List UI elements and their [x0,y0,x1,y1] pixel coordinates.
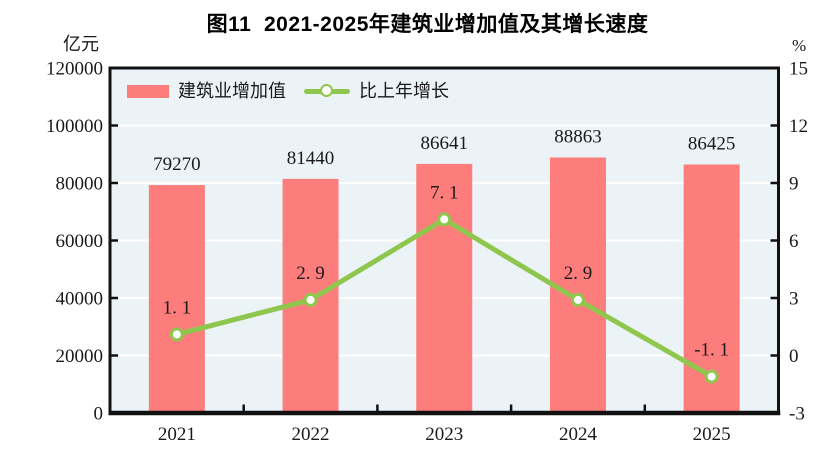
left-tick-label-60000: 60000 [56,231,104,252]
right-tick-label-3: 3 [789,289,799,310]
chart-title: 图11 2021-2025年建筑业增加值及其增长速度 [206,13,649,36]
bar-2024 [549,157,606,413]
line-marker-2025 [704,369,719,384]
legend-line-marker-icon [304,84,350,99]
growth-value-label-2022: 2. 9 [296,263,325,284]
x-tick-label-2021: 2021 [158,424,196,445]
line-marker-2022 [303,292,318,307]
x-tick-label-2024: 2024 [559,424,598,445]
x-tick-label-2022: 2022 [292,424,330,445]
legend-bar-label: 建筑业增加值 [178,81,286,101]
left-tick-label-100000: 100000 [46,116,103,137]
bar-value-label-2023: 86641 [421,133,469,154]
legend-line-dot [320,84,333,97]
right-tick-label-9: 9 [789,174,799,195]
bar-value-label-2021: 79270 [153,154,201,175]
right-tick-label--3: -3 [789,404,805,425]
line-marker-2021 [169,327,184,342]
growth-value-label-2025: -1. 1 [694,340,729,361]
right-tick-label-6: 6 [789,231,799,252]
bar-value-label-2025: 86425 [688,134,736,155]
left-axis-unit-label: 亿元 [63,34,99,54]
x-tick-label-2025: 2025 [693,424,731,445]
x-tick-label-2023: 2023 [425,424,463,445]
left-tick-label-80000: 80000 [56,174,104,195]
line-marker-2024 [570,292,585,307]
legend-bar-swatch-icon [127,84,169,98]
right-tick-label-15: 15 [789,59,808,80]
left-tick-label-0: 0 [94,404,104,425]
growth-value-label-2024: 2. 9 [564,263,593,284]
bar-2023 [416,163,473,413]
growth-value-label-2023: 7. 1 [430,182,459,203]
right-tick-label-12: 12 [789,116,808,137]
bar-2021 [148,185,205,413]
legend-line-label: 比上年增长 [359,81,449,101]
right-tick-label-0: 0 [789,346,799,367]
bar-value-label-2024: 88863 [554,127,602,148]
left-tick-label-20000: 20000 [56,346,104,367]
left-tick-label-120000: 120000 [46,59,103,80]
growth-value-label-2021: 1. 1 [163,297,192,318]
line-marker-2023 [437,212,452,227]
bar-value-label-2022: 81440 [287,148,335,169]
right-axis-unit-label: % [792,36,806,55]
left-tick-label-40000: 40000 [56,289,104,310]
legend: 建筑业增加值 比上年增长 [127,82,449,100]
plot-area: 120000 100000 80000 60000 40000 20000 0 15 12 9 6 3… [46,59,808,446]
